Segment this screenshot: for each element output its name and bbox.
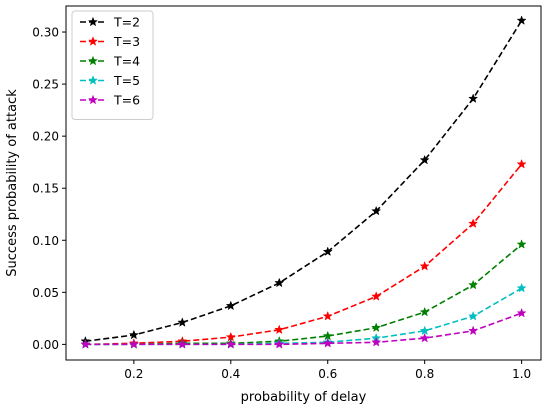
data-point xyxy=(322,246,333,257)
legend-marker xyxy=(87,36,99,46)
legend-frame xyxy=(71,10,154,120)
data-point xyxy=(419,154,430,165)
legend-item: T=6 xyxy=(80,93,140,108)
legend-item: T=5 xyxy=(80,73,140,88)
x-tick-label: 0.4 xyxy=(221,367,240,381)
legend-label: T=5 xyxy=(113,73,140,88)
data-point xyxy=(371,291,382,301)
data-point xyxy=(468,279,479,290)
data-point xyxy=(468,325,479,336)
y-axis-label: Success probability of attack xyxy=(5,89,20,277)
data-point xyxy=(322,338,333,348)
data-point xyxy=(371,205,382,216)
legend-item: T=4 xyxy=(80,54,140,69)
x-axis-label: probability of delay xyxy=(241,390,367,405)
data-point xyxy=(225,300,236,311)
data-point xyxy=(516,158,527,169)
y-axis: 0.00 0.05 0.10 0.15 0.20 0.25 0.30 xyxy=(32,26,66,352)
y-tick-label: 0.20 xyxy=(32,130,59,144)
data-point xyxy=(419,306,430,317)
x-tick-label: 1.0 xyxy=(512,367,531,381)
y-tick-label: 0.00 xyxy=(32,338,59,352)
data-point xyxy=(274,277,285,288)
data-point xyxy=(468,93,479,103)
data-point xyxy=(516,239,527,249)
x-tick-label: 0.6 xyxy=(318,367,337,381)
data-point xyxy=(419,332,430,343)
legend-label: T=3 xyxy=(113,34,140,49)
x-tick-label: 0.2 xyxy=(124,367,143,381)
legend-marker xyxy=(87,55,99,66)
plot-frame xyxy=(65,5,542,361)
data-point xyxy=(274,339,285,349)
y-tick-label: 0.15 xyxy=(32,182,59,196)
legend-label: T=2 xyxy=(113,15,140,30)
data-point xyxy=(419,325,430,336)
data-point xyxy=(371,336,382,347)
data-point xyxy=(419,260,430,271)
data-point xyxy=(80,339,91,349)
series-layer xyxy=(80,15,527,349)
series-t-2 xyxy=(80,15,527,346)
legend-marker xyxy=(87,75,99,85)
data-point xyxy=(177,317,188,327)
series-line xyxy=(85,20,523,343)
y-tick-label: 0.30 xyxy=(32,26,59,40)
data-point xyxy=(128,339,139,349)
data-point xyxy=(274,324,285,335)
x-axis: 0.2 0.4 0.6 0.8 1.0 xyxy=(124,360,531,381)
data-point xyxy=(468,218,479,228)
y-tick-label: 0.10 xyxy=(32,234,59,248)
y-tick-label: 0.25 xyxy=(32,78,59,92)
y-tick-label: 0.05 xyxy=(32,286,59,300)
data-point xyxy=(468,310,479,321)
data-point xyxy=(516,15,527,25)
legend: T=2 T=3 T=4 T=5 T=6 xyxy=(71,10,154,120)
legend-marker xyxy=(87,94,99,105)
data-point xyxy=(516,282,527,293)
data-point xyxy=(225,339,236,349)
data-point xyxy=(128,329,139,340)
data-point xyxy=(322,310,333,321)
data-point xyxy=(177,339,188,349)
data-point xyxy=(516,307,527,318)
x-tick-label: 0.8 xyxy=(415,367,434,381)
series-t-3 xyxy=(80,158,527,349)
series-t-6 xyxy=(80,307,527,349)
series-line xyxy=(85,163,523,346)
series-line xyxy=(85,312,522,346)
legend-item: T=3 xyxy=(80,34,140,49)
legend-label: T=4 xyxy=(113,54,140,69)
legend-marker xyxy=(87,16,99,27)
legend-item: T=2 xyxy=(80,15,140,30)
data-point xyxy=(371,322,382,333)
legend-label: T=6 xyxy=(113,93,140,108)
